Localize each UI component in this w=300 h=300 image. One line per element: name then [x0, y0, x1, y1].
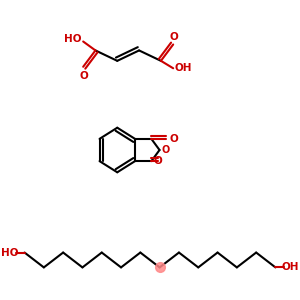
Text: HO: HO: [64, 34, 81, 44]
Text: O: O: [161, 145, 170, 155]
Text: HO: HO: [1, 248, 18, 257]
Text: O: O: [79, 71, 88, 81]
Text: OH: OH: [175, 63, 192, 73]
Text: O: O: [169, 134, 178, 144]
Text: O: O: [169, 32, 178, 42]
Text: O: O: [153, 156, 162, 166]
Text: OH: OH: [282, 262, 299, 272]
